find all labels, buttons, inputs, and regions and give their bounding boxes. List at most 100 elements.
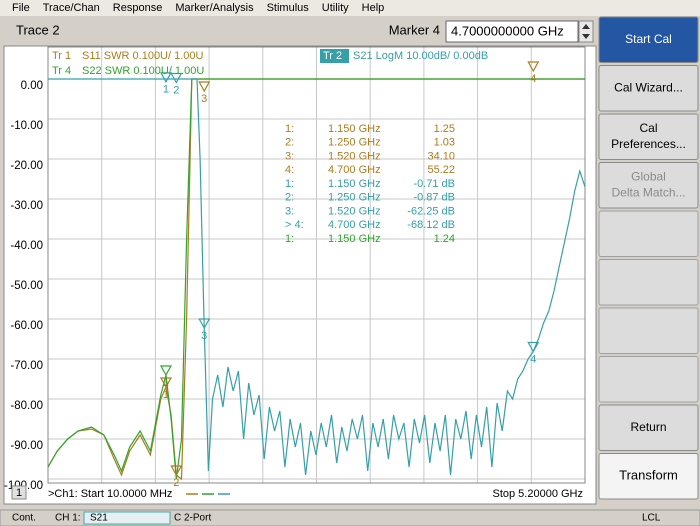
softkey-label[interactable]: Transform — [619, 468, 678, 483]
marker-input[interactable] — [445, 20, 579, 43]
start-label: >Ch1: Start 10.0000 MHz — [48, 488, 172, 500]
marker-table-cell: 2: — [285, 137, 294, 149]
marker-table-cell: 4.700 GHz — [328, 219, 381, 231]
softkey-blank — [598, 210, 699, 257]
y-tick-label: -70.00 — [10, 360, 43, 372]
menu-item[interactable]: Marker/Analysis — [175, 2, 254, 14]
stop-label: Stop 5.20000 GHz — [492, 488, 583, 500]
marker-table-cell: 1: — [285, 178, 294, 190]
marker-label: 3 — [201, 93, 207, 105]
y-tick-label: -20.00 — [10, 160, 43, 172]
softkey-label[interactable]: Cal Wizard... — [614, 80, 683, 94]
plot-frame — [47, 46, 586, 484]
marker-input-value[interactable]: 4.7000000000 GHz — [451, 23, 564, 38]
marker-table-cell: 1: — [285, 233, 294, 245]
marker-table-cell: 2: — [285, 192, 294, 204]
trace-id: Tr 1 — [52, 50, 71, 62]
marker-label: 1 — [163, 84, 169, 96]
marker-table-cell: 1.150 GHz — [328, 233, 381, 245]
trace-line — [47, 78, 585, 480]
status-text: LCL — [642, 513, 661, 524]
softkey-label[interactable]: Return — [630, 420, 666, 434]
softkey[interactable] — [598, 453, 699, 500]
marker — [198, 81, 211, 93]
marker — [159, 72, 172, 84]
marker-table-cell: 1.03 — [434, 137, 455, 149]
softkey-blank — [598, 259, 699, 306]
marker — [159, 365, 172, 377]
marker-label: 1 — [163, 389, 169, 401]
status-text: C 2-Port — [174, 513, 211, 524]
marker-table-cell: 1.150 GHz — [328, 178, 381, 190]
status-field — [83, 511, 171, 525]
y-tick-label: -80.00 — [10, 400, 43, 412]
softkey[interactable] — [598, 113, 699, 160]
marker-table-cell: 1.150 GHz — [328, 123, 381, 135]
menu-item[interactable]: Stimulus — [267, 2, 310, 14]
softkey[interactable] — [598, 162, 699, 209]
trace-name: S22 SWR 0.100U/ 1.00U — [82, 65, 204, 77]
menu-item[interactable]: Utility — [322, 2, 349, 14]
menu-item[interactable]: Response — [113, 2, 163, 14]
menu-item[interactable]: Help — [362, 2, 385, 14]
softkey-label[interactable]: Delta Match... — [611, 185, 685, 199]
marker-table-cell: 3: — [285, 150, 294, 162]
y-tick-label: -30.00 — [10, 200, 43, 212]
softkey[interactable] — [598, 404, 699, 451]
marker-table-cell: 4: — [285, 164, 294, 176]
y-tick-label: -40.00 — [10, 240, 43, 252]
marker — [527, 341, 540, 353]
marker-table-cell: 1.25 — [434, 123, 455, 135]
trace-line — [48, 78, 586, 476]
marker-table-cell: 34.10 — [427, 150, 455, 162]
marker-table-cell: > 4: — [285, 219, 304, 231]
menu-item[interactable]: File — [12, 2, 30, 14]
channel-number: 1 — [16, 487, 22, 499]
trace-name: S11 SWR 0.100U/ 1.00U — [82, 50, 204, 62]
softkey-label[interactable]: Start Cal — [625, 32, 672, 46]
trace-title: Trace 2 — [16, 22, 60, 37]
y-tick-label: 0.00 — [21, 80, 43, 92]
y-tick-label: -50.00 — [10, 280, 43, 292]
channel-box — [11, 485, 27, 500]
softkey[interactable] — [598, 65, 699, 112]
status-text: S21 — [90, 513, 108, 524]
marker-table-cell: -0.87 dB — [413, 192, 455, 204]
softkey-label[interactable]: Global — [631, 169, 666, 183]
marker — [527, 61, 540, 73]
softkey-blank — [598, 307, 699, 354]
spin-button[interactable] — [578, 20, 594, 43]
y-tick-label: -90.00 — [10, 440, 43, 452]
softkey[interactable] — [598, 16, 699, 63]
menu-item[interactable]: Trace/Chan — [43, 2, 100, 14]
menu-bar — [0, 0, 700, 16]
marker-label: 2 — [173, 84, 179, 96]
marker-label: 3 — [201, 330, 207, 342]
marker-table-cell: 1.250 GHz — [328, 137, 381, 149]
softkey-label[interactable]: Preferences... — [611, 137, 686, 151]
marker-table-cell: 1.520 GHz — [328, 205, 381, 217]
spin-arrows — [582, 24, 590, 39]
trace-name: S21 LogM 10.00dB/ 0.00dB — [353, 50, 488, 62]
softkey-blank — [598, 356, 699, 403]
chart-panel — [3, 45, 597, 505]
softkey-label[interactable]: Cal — [639, 121, 657, 135]
marker — [198, 318, 211, 330]
marker-table-cell: 1.520 GHz — [328, 150, 381, 162]
marker-table-cell: 4.700 GHz — [328, 164, 381, 176]
marker-label: 2 — [173, 477, 179, 489]
marker-table-cell: -62.25 dB — [407, 205, 455, 217]
marker-table-cell: 1.250 GHz — [328, 192, 381, 204]
marker-table-cell: -68.12 dB — [407, 219, 455, 231]
active-trace-box — [320, 49, 349, 63]
status-text: Cont. — [12, 513, 36, 524]
status-bar — [0, 509, 700, 526]
status-text: CH 1: — [55, 513, 81, 524]
marker-table-cell: -0.71 dB — [413, 178, 455, 190]
marker — [170, 465, 183, 477]
trace-id: Tr 2 — [323, 50, 342, 62]
marker — [159, 377, 172, 389]
marker-table-cell: 1.24 — [434, 233, 455, 245]
y-tick-label: -60.00 — [10, 320, 43, 332]
